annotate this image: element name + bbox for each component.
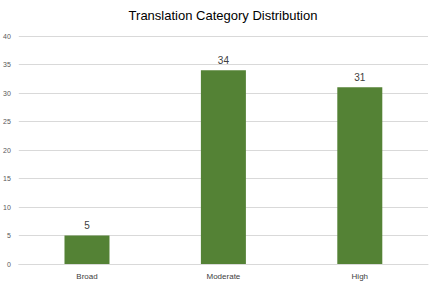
svg-text:Translation Category Distribut: Translation Category Distribution xyxy=(129,8,318,23)
svg-text:Moderate: Moderate xyxy=(206,272,240,281)
svg-text:35: 35 xyxy=(3,61,11,68)
svg-text:20: 20 xyxy=(3,147,11,154)
svg-text:High: High xyxy=(352,272,368,281)
svg-text:5: 5 xyxy=(84,220,90,231)
svg-text:15: 15 xyxy=(3,175,11,182)
svg-text:31: 31 xyxy=(354,72,366,83)
svg-text:25: 25 xyxy=(3,118,11,125)
svg-text:40: 40 xyxy=(3,33,11,40)
svg-text:30: 30 xyxy=(3,90,11,97)
svg-text:10: 10 xyxy=(3,204,11,211)
svg-text:5: 5 xyxy=(7,232,11,239)
svg-text:34: 34 xyxy=(218,55,230,66)
svg-text:Broad: Broad xyxy=(76,272,97,281)
svg-text:0: 0 xyxy=(7,261,11,268)
